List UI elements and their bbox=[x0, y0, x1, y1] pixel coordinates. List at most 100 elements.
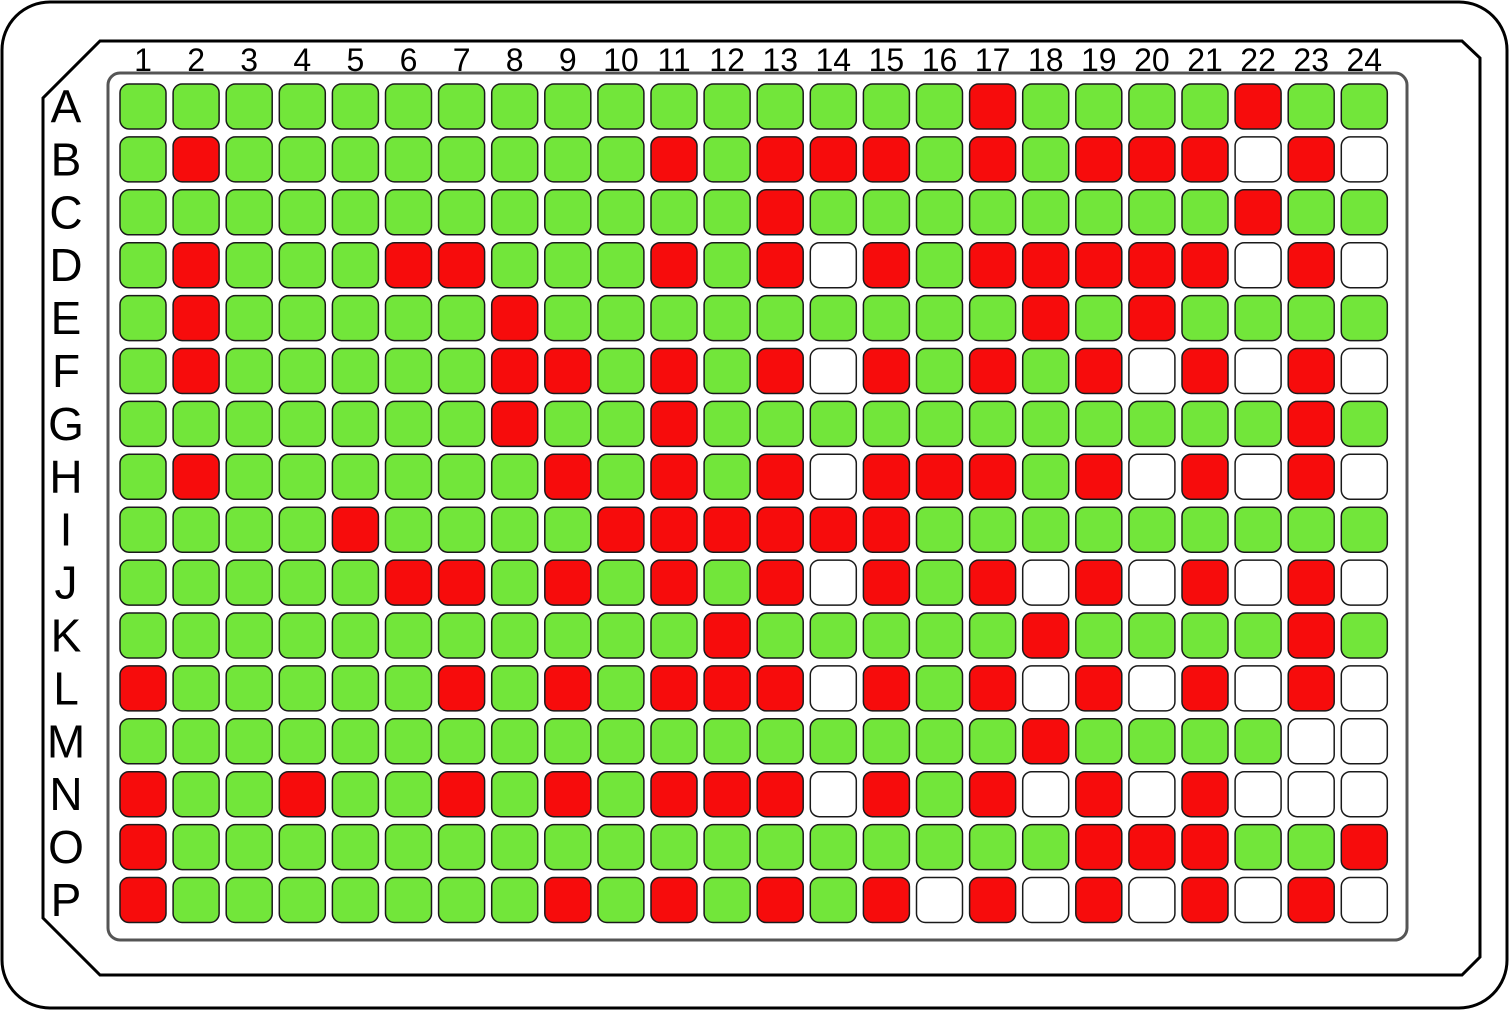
well-P13 bbox=[756, 876, 804, 924]
well-G24 bbox=[1340, 400, 1389, 448]
well-K21 bbox=[1181, 612, 1229, 659]
well-C10 bbox=[597, 189, 645, 236]
well-O13 bbox=[756, 823, 804, 871]
well-D13 bbox=[756, 241, 804, 289]
well-H21 bbox=[1181, 453, 1229, 501]
well-G7 bbox=[437, 400, 486, 448]
well-H20 bbox=[1128, 453, 1176, 501]
well-G6 bbox=[384, 400, 433, 448]
well-K19 bbox=[1075, 612, 1123, 659]
well-F20 bbox=[1128, 347, 1176, 395]
well-O4 bbox=[278, 823, 327, 871]
well-I7 bbox=[437, 506, 486, 553]
well-D24 bbox=[1340, 241, 1389, 289]
row-label: M bbox=[47, 715, 85, 767]
well-E12 bbox=[703, 294, 751, 342]
column-label: 1 bbox=[134, 42, 152, 78]
well-F3 bbox=[225, 347, 273, 395]
well-J13 bbox=[756, 559, 804, 606]
well-H5 bbox=[331, 453, 380, 501]
well-F5 bbox=[331, 347, 380, 395]
well-J16 bbox=[915, 559, 964, 606]
well-M9 bbox=[544, 718, 592, 765]
well-C7 bbox=[437, 189, 486, 236]
well-E16 bbox=[915, 294, 964, 342]
well-E2 bbox=[172, 294, 220, 342]
well-A16 bbox=[915, 83, 964, 130]
row-label: A bbox=[51, 81, 82, 133]
well-P14 bbox=[809, 876, 858, 924]
column-label: 21 bbox=[1187, 42, 1223, 78]
well-B14 bbox=[809, 136, 858, 183]
well-A2 bbox=[172, 83, 220, 130]
well-M14 bbox=[809, 718, 858, 765]
well-L12 bbox=[703, 665, 751, 712]
well-A18 bbox=[1021, 83, 1070, 130]
well-O6 bbox=[384, 823, 433, 871]
well-F21 bbox=[1181, 347, 1229, 395]
well-B7 bbox=[437, 136, 486, 183]
well-B22 bbox=[1234, 136, 1282, 183]
well-H11 bbox=[650, 453, 698, 501]
well-L15 bbox=[862, 665, 911, 712]
well-N22 bbox=[1234, 770, 1282, 818]
well-N12 bbox=[703, 770, 751, 818]
well-D4 bbox=[278, 241, 327, 289]
row-label: J bbox=[55, 557, 78, 609]
well-G5 bbox=[331, 400, 380, 448]
well-A11 bbox=[650, 83, 698, 130]
well-M7 bbox=[437, 718, 486, 765]
well-P4 bbox=[278, 876, 327, 924]
row-label: F bbox=[52, 345, 80, 397]
well-F8 bbox=[490, 347, 539, 395]
well-A14 bbox=[809, 83, 858, 130]
well-F4 bbox=[278, 347, 327, 395]
well-P6 bbox=[384, 876, 433, 924]
well-A21 bbox=[1181, 83, 1229, 130]
well-P8 bbox=[490, 876, 539, 924]
well-G17 bbox=[968, 400, 1017, 448]
well-G15 bbox=[862, 400, 911, 448]
well-K9 bbox=[544, 612, 592, 659]
well-I3 bbox=[225, 506, 273, 553]
well-E24 bbox=[1340, 294, 1389, 342]
well-P7 bbox=[437, 876, 486, 924]
well-M15 bbox=[862, 718, 911, 765]
well-E8 bbox=[490, 294, 539, 342]
well-L9 bbox=[544, 665, 592, 712]
well-E5 bbox=[331, 294, 380, 342]
well-K3 bbox=[225, 612, 273, 659]
well-G11 bbox=[650, 400, 698, 448]
well-J11 bbox=[650, 559, 698, 606]
well-N4 bbox=[278, 770, 327, 818]
well-B16 bbox=[915, 136, 964, 183]
well-L23 bbox=[1287, 665, 1335, 712]
well-M4 bbox=[278, 718, 327, 765]
well-N14 bbox=[809, 770, 858, 818]
well-B1 bbox=[119, 136, 167, 183]
row-label: P bbox=[51, 874, 82, 926]
well-M13 bbox=[756, 718, 804, 765]
well-F13 bbox=[756, 347, 804, 395]
well-A5 bbox=[331, 83, 380, 130]
well-D20 bbox=[1128, 241, 1176, 289]
column-label: 22 bbox=[1240, 42, 1276, 78]
well-G20 bbox=[1128, 400, 1176, 448]
well-H19 bbox=[1075, 453, 1123, 501]
well-N23 bbox=[1287, 770, 1335, 818]
well-M18 bbox=[1021, 718, 1070, 765]
well-O12 bbox=[703, 823, 751, 871]
well-L7 bbox=[437, 665, 486, 712]
column-label: 23 bbox=[1293, 42, 1329, 78]
column-label: 4 bbox=[293, 42, 311, 78]
well-G10 bbox=[597, 400, 645, 448]
well-O10 bbox=[597, 823, 645, 871]
well-N15 bbox=[862, 770, 911, 818]
well-N19 bbox=[1075, 770, 1123, 818]
well-F1 bbox=[119, 347, 167, 395]
well-O22 bbox=[1234, 823, 1282, 871]
well-F9 bbox=[544, 347, 592, 395]
well-J24 bbox=[1340, 559, 1389, 606]
well-J8 bbox=[490, 559, 539, 606]
well-B11 bbox=[650, 136, 698, 183]
